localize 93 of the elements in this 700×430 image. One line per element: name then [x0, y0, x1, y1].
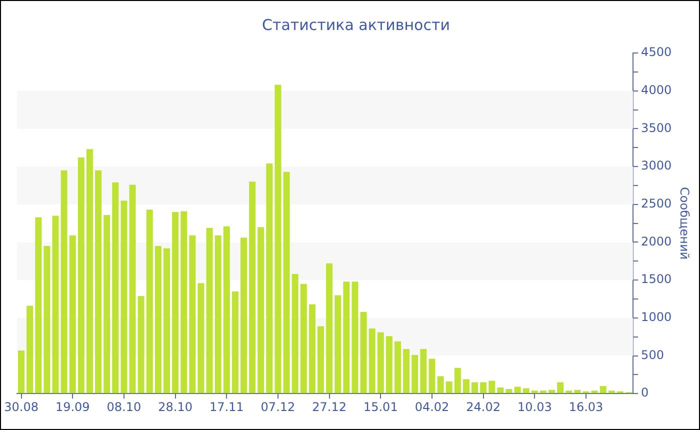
y-tick-label: 2500 — [641, 196, 672, 211]
bar — [206, 228, 213, 394]
bar — [52, 216, 59, 394]
y-tick-label: 4500 — [641, 45, 672, 60]
bar — [506, 389, 512, 394]
bar — [462, 379, 470, 394]
x-tick-label: 30.08 — [4, 400, 38, 414]
bar — [403, 348, 410, 394]
bar — [78, 157, 84, 394]
x-tick-label: 07.12 — [260, 400, 296, 414]
bar — [104, 214, 110, 394]
bar — [446, 381, 452, 394]
bar — [120, 200, 128, 394]
x-tick-label: 24.02 — [466, 400, 501, 414]
x-tick-label: 15.01 — [363, 400, 398, 414]
bar — [557, 382, 564, 394]
x-tick-label: 19.09 — [55, 400, 90, 414]
bar — [454, 368, 461, 394]
bar — [258, 227, 264, 394]
x-tick-label: 16.03 — [568, 400, 604, 414]
bar — [95, 170, 102, 394]
bar — [44, 246, 50, 394]
bar — [428, 358, 436, 394]
bar — [608, 390, 615, 394]
bar — [163, 248, 170, 394]
bar — [232, 291, 238, 394]
bar — [386, 336, 392, 394]
bar — [497, 388, 504, 394]
y-tick-label: 3500 — [641, 120, 672, 135]
bar — [129, 184, 136, 394]
bar — [360, 312, 367, 394]
bar — [480, 382, 487, 394]
bar — [249, 182, 256, 394]
bar — [600, 386, 606, 394]
bar — [531, 390, 538, 394]
bar — [274, 84, 282, 394]
bar — [283, 172, 290, 394]
x-tick-label: 10.03 — [517, 400, 552, 414]
bar — [35, 217, 42, 394]
x-tick-label: 28.10 — [158, 400, 192, 414]
y-tick-label: 1000 — [641, 310, 672, 324]
bar — [300, 284, 307, 394]
bar — [60, 170, 68, 394]
y-tick-label: 2000 — [641, 234, 672, 248]
bar — [26, 306, 34, 394]
bar — [189, 235, 196, 394]
bar — [488, 380, 496, 394]
bar — [437, 376, 444, 394]
y-tick-label: 4000 — [641, 82, 672, 97]
bar — [266, 164, 273, 394]
bar — [334, 295, 342, 394]
bar — [318, 326, 324, 394]
x-tick-label: 17.11 — [209, 400, 244, 414]
bar — [574, 390, 581, 394]
x-tick-label: 04.02 — [414, 400, 450, 414]
bar — [514, 386, 521, 394]
chart-title: Статистика активности — [262, 16, 450, 34]
bar — [69, 235, 76, 394]
bar — [420, 348, 427, 394]
bar — [154, 246, 162, 394]
bar — [223, 226, 230, 394]
y-tick-label: 3000 — [641, 158, 672, 173]
bar — [292, 274, 298, 394]
bar — [172, 212, 179, 394]
bar — [412, 355, 418, 394]
bar — [540, 390, 546, 394]
y-tick-label: 500 — [641, 348, 664, 362]
bar — [112, 182, 119, 394]
bar — [472, 382, 478, 394]
bar — [377, 332, 384, 394]
bar — [548, 390, 556, 394]
y-tick-label: 1500 — [641, 272, 672, 286]
bar — [146, 210, 153, 394]
bar — [308, 304, 316, 394]
bar — [86, 149, 93, 394]
y-tick-label: 0 — [641, 386, 649, 400]
bar — [394, 341, 402, 394]
bar — [368, 328, 376, 394]
bar — [352, 282, 358, 394]
x-tick-label: 27.12 — [312, 400, 346, 414]
bar — [566, 390, 572, 394]
bar — [591, 390, 598, 394]
y-axis-title: Сообщений — [678, 187, 692, 260]
bar — [18, 350, 25, 394]
bar — [240, 238, 247, 394]
x-tick-label: 08.10 — [106, 400, 142, 414]
bar — [522, 388, 530, 394]
bar — [326, 263, 333, 394]
bar — [198, 283, 204, 394]
bar — [138, 296, 144, 394]
bar — [343, 282, 350, 394]
bar — [214, 235, 222, 394]
bar — [180, 211, 188, 394]
